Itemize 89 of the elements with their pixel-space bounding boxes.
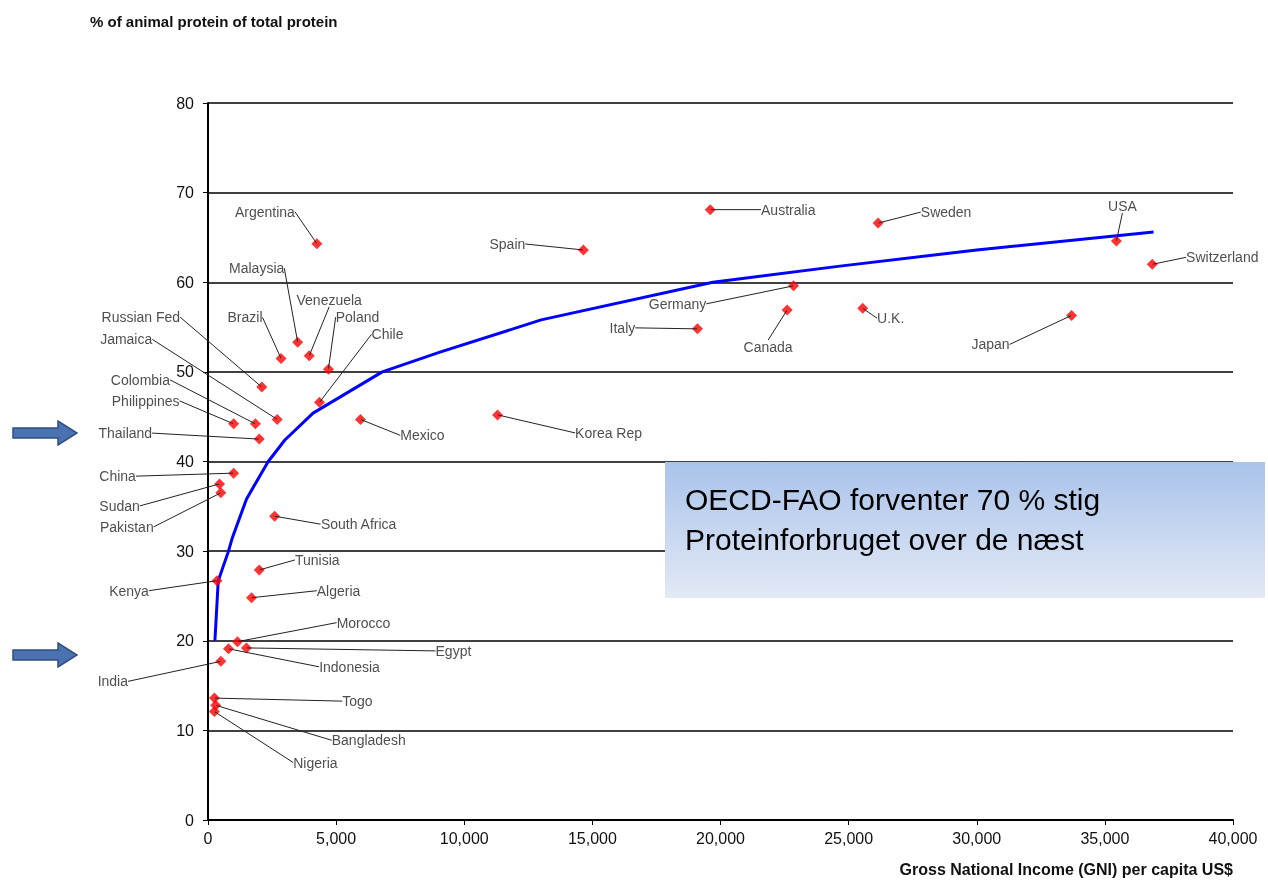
point [1146, 258, 1158, 270]
point [691, 323, 703, 335]
annotation: Indonesia [319, 658, 381, 675]
x-tick-label: 20,000 [696, 829, 746, 847]
point [231, 636, 243, 648]
x-tick-label: 30,000 [952, 829, 1002, 847]
line-series [213, 230, 1156, 643]
point [214, 478, 226, 490]
annotation: South Africa [320, 516, 397, 533]
point [322, 363, 334, 375]
y-tick-label: 60 [176, 273, 195, 291]
x-tick-label: 0 [203, 829, 213, 847]
point [1066, 309, 1078, 321]
annotation: Argentina [234, 203, 296, 220]
annotation: Nigeria [293, 754, 338, 771]
x-tick-label: 25,000 [824, 829, 874, 847]
x-tick-label: 5,000 [316, 829, 357, 847]
y-tick-label: 40 [176, 453, 195, 470]
x-tick-label: 40,000 [1208, 829, 1258, 847]
annotation: Sweden [920, 204, 972, 221]
point [857, 302, 869, 314]
y-tick-label: 0 [185, 811, 195, 829]
annotation: Australia [761, 201, 816, 218]
annotation: Bangladesh [331, 732, 406, 749]
point [215, 655, 227, 667]
y-axis-title: % of animal protein of total protein [90, 12, 338, 30]
annotation: Chile [371, 326, 404, 343]
annotation: Germany [648, 295, 707, 312]
x-tick-label: 15,000 [567, 829, 617, 847]
annotation: Colombia [110, 371, 171, 388]
point [492, 409, 504, 421]
annotation: Mexico [400, 427, 445, 444]
annotation: U.K. [877, 310, 905, 327]
annotation: Russian Fed [101, 309, 181, 326]
annotation: Tunisia [294, 551, 340, 568]
annotation: Thailand [98, 425, 153, 442]
annotation: USA [1108, 198, 1138, 215]
point [228, 418, 240, 430]
point [311, 238, 323, 250]
annotation: Spain [489, 235, 526, 252]
point [704, 204, 716, 216]
annotation: Switzerland [1186, 249, 1259, 266]
annotation: Egypt [435, 642, 472, 659]
annotation: Italy [609, 319, 636, 336]
annotation: Malaysia [229, 260, 285, 277]
point [313, 396, 325, 408]
annotation: China [99, 468, 137, 485]
annotation: Jamaica [100, 331, 153, 348]
point [292, 336, 304, 348]
point [256, 381, 268, 393]
x-tick-label: 10,000 [439, 829, 489, 847]
x-tick-label: 35,000 [1080, 829, 1130, 847]
point [249, 418, 261, 430]
point [788, 280, 800, 292]
annotation: Venezuela [296, 291, 363, 308]
annotation: India [97, 673, 129, 690]
annotation: Morocco [336, 614, 391, 631]
point [223, 643, 234, 655]
point [781, 304, 793, 316]
point [271, 413, 283, 425]
annotation: Philippines [111, 392, 180, 409]
point [253, 564, 265, 576]
point [872, 217, 884, 229]
y-tick-label: 30 [176, 542, 195, 560]
annotation: Algeria [316, 582, 361, 599]
annotation: Pakistan [99, 518, 154, 535]
annotation: Canada [743, 339, 793, 356]
y-tick-label: 50 [176, 363, 195, 381]
annotation: OECD-FAO forventer 70 % stig Proteinforbruget over de næst [685, 482, 1101, 558]
y-tick-label: 70 [176, 184, 195, 202]
annotation: Togo [342, 693, 373, 710]
annotation: Poland [335, 309, 380, 326]
point [208, 706, 220, 718]
annotation: Brazil [227, 309, 263, 326]
point [275, 352, 287, 364]
annotation: Kenya [109, 582, 150, 599]
point [228, 467, 240, 479]
point [215, 487, 227, 499]
annotation: Japan [971, 336, 1010, 353]
point [246, 592, 258, 604]
annotation: Sudan [99, 497, 140, 514]
point [303, 350, 315, 362]
x-axis-title: Gross National Income (GNI) per capita US$ [899, 860, 1234, 878]
y-tick-label: 10 [176, 721, 195, 739]
y-tick-label: 80 [176, 94, 195, 112]
annotation: Korea Rep [575, 424, 643, 441]
point [354, 413, 366, 425]
point [269, 510, 281, 522]
y-tick-label: 20 [176, 632, 195, 650]
